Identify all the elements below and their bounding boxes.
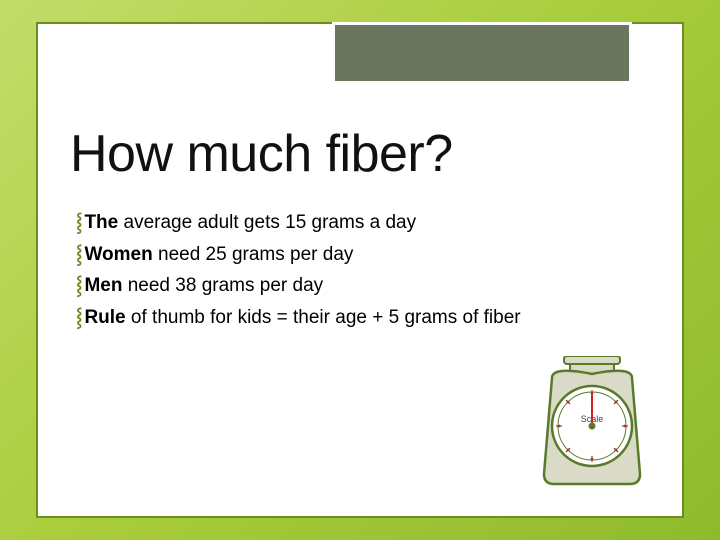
bullet-rest: of thumb for kids = their age + 5 grams …	[126, 307, 521, 328]
bullet-list: ⸾The average adult gets 15 grams a day ⸾…	[76, 209, 532, 335]
scale-icon: Scale	[532, 356, 652, 486]
bullet-lead: The	[84, 212, 118, 233]
bullet-icon: ⸾	[76, 212, 82, 232]
bullet-rest: need 38 grams per day	[122, 275, 323, 296]
bullet-lead: Women	[84, 244, 152, 265]
slide-title: How much fiber?	[70, 124, 453, 184]
bullet-icon: ⸾	[76, 275, 82, 295]
bullet-icon: ⸾	[76, 244, 82, 264]
bullet-rest: need 25 grams per day	[153, 244, 354, 265]
bullet-lead: Men	[84, 275, 122, 296]
bullet-rest: average adult gets 15 grams a day	[118, 212, 416, 233]
header-accent-box	[332, 22, 632, 84]
bullet-lead: Rule	[84, 307, 125, 328]
bullet-item: ⸾The average adult gets 15 grams a day	[76, 209, 532, 237]
bullet-item: ⸾Men need 38 grams per day	[76, 272, 532, 300]
bullet-icon: ⸾	[76, 307, 82, 327]
slide-frame: How much fiber? ⸾The average adult gets …	[36, 22, 684, 518]
bullet-item: ⸾Rule of thumb for kids = their age + 5 …	[76, 304, 532, 332]
bullet-item: ⸾Women need 25 grams per day	[76, 241, 532, 269]
